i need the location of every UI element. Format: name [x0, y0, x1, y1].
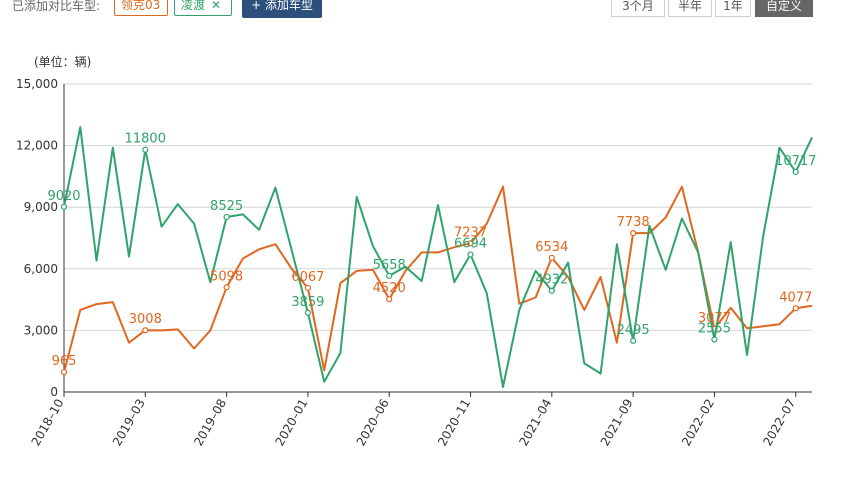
data-point	[142, 146, 149, 153]
range-3-months-button[interactable]: 3个月	[611, 0, 665, 17]
x-tick-label: 2022–07	[760, 397, 798, 449]
data-point	[386, 272, 393, 279]
model-tag-label: 领克03	[121, 0, 161, 12]
data-point	[60, 203, 68, 210]
data-label: 6067	[291, 270, 324, 285]
data-label: 4077	[779, 290, 812, 305]
data-label: 11800	[125, 132, 166, 147]
x-tick-label: 2021–09	[598, 397, 636, 449]
data-label: 2555	[698, 322, 731, 337]
range-custom-button[interactable]: 自定义	[755, 0, 813, 17]
data-point	[548, 287, 555, 294]
y-tick-label: 15,000	[16, 77, 58, 91]
y-tick-label: 0	[50, 385, 58, 399]
toolbar: 已添加对比车型: 领克03 凌渡 ✕ + 添加车型 3个月 半年 1年 自定义	[0, 0, 842, 20]
add-model-button[interactable]: + 添加车型	[242, 0, 322, 18]
model-tag-lamando[interactable]: 凌渡 ✕	[174, 0, 232, 16]
x-tick-label: 2019–03	[110, 397, 148, 449]
data-point	[304, 309, 312, 316]
data-point	[711, 336, 718, 343]
unit-label: (单位：辆)	[34, 54, 91, 69]
x-tick-label: 2020–01	[272, 397, 310, 449]
data-point	[548, 254, 555, 261]
y-tick-label: 6,000	[24, 262, 58, 276]
data-label: 7738	[617, 215, 650, 230]
x-tick-label: 2020–11	[435, 397, 473, 449]
y-tick-label: 3,000	[24, 323, 58, 337]
data-point	[304, 284, 312, 292]
y-tick-label: 12,000	[16, 139, 58, 153]
range-half-year-button[interactable]: 半年	[668, 0, 712, 17]
data-point	[223, 284, 230, 291]
data-label: 3008	[129, 312, 162, 327]
model-tag-label: 凌渡	[181, 0, 206, 12]
data-label: 9020	[47, 189, 80, 204]
x-tick-label: 2022–02	[679, 397, 717, 449]
data-point	[223, 213, 230, 221]
data-label: 965	[52, 354, 77, 369]
data-label: 4520	[373, 281, 406, 296]
model-tag-lynk03[interactable]: 领克03	[114, 0, 168, 16]
x-tick-label: 2019–08	[191, 397, 229, 449]
data-point	[630, 230, 637, 237]
data-label: 5098	[210, 269, 243, 284]
data-point	[386, 296, 393, 303]
added-models-label: 已添加对比车型:	[12, 0, 101, 13]
data-point	[792, 168, 799, 176]
x-tick-label: 2020–06	[354, 397, 392, 449]
data-label: 3077	[698, 311, 731, 326]
data-point	[467, 240, 474, 247]
data-label: 7237	[454, 225, 487, 240]
x-tick-label: 2018–10	[29, 397, 67, 449]
data-label: 2495	[617, 323, 650, 338]
data-point	[467, 251, 474, 258]
data-label: 6534	[535, 240, 568, 255]
data-label: 5658	[373, 258, 406, 273]
data-label: 3859	[291, 295, 324, 310]
data-label: 10717	[775, 154, 816, 169]
close-icon[interactable]: ✕	[211, 0, 222, 12]
x-tick-label: 2021–04	[516, 397, 554, 449]
series-line-1	[63, 185, 813, 373]
data-point	[630, 337, 637, 344]
data-label: 8525	[210, 199, 243, 214]
range-1-year-button[interactable]: 1年	[715, 0, 751, 17]
data-label: 6694	[454, 237, 487, 252]
series-line-2	[63, 126, 813, 388]
data-point	[792, 305, 799, 312]
y-tick-label: 9,000	[24, 200, 58, 214]
data-label: 4932	[535, 273, 568, 288]
data-point	[142, 327, 149, 334]
data-point	[60, 369, 68, 376]
